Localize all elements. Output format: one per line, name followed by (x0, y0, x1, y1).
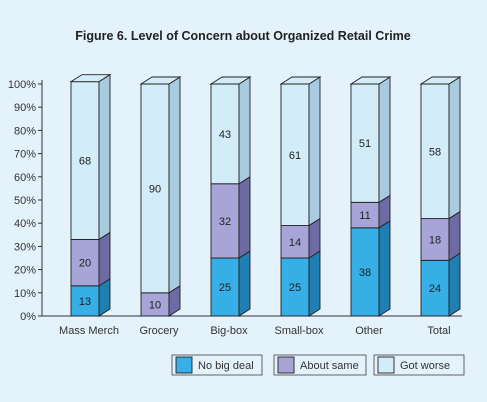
bar-side-got-worse (448, 76, 461, 220)
legend-item-frame (171, 354, 263, 376)
bar-side-got-worse (308, 76, 321, 227)
bar-segment-got-worse (420, 83, 450, 220)
x-tick-label: Mass Merch (59, 325, 119, 337)
data-label: 24 (429, 283, 441, 295)
bar-top-face (69, 74, 112, 83)
bar-small-box (279, 76, 322, 317)
bar-side-about-same (448, 210, 461, 262)
data-label: 14 (289, 237, 301, 249)
data-label: 38 (359, 267, 371, 279)
data-label: 25 (219, 282, 231, 294)
bar-other (349, 76, 392, 317)
data-label: 11 (359, 210, 370, 222)
bar-side-no-big-deal (378, 220, 391, 317)
x-tick-label: Small-box (275, 325, 324, 337)
legend-item-about-same: About same (273, 354, 367, 376)
data-label: 61 (289, 150, 301, 162)
bar-side-no-big-deal (448, 252, 461, 317)
x-tick-label: Total (427, 325, 450, 337)
bar-top-face (279, 76, 322, 85)
bar-grocery (139, 76, 182, 317)
y-tick-label: 20% (14, 265, 36, 277)
x-tick-label: Grocery (139, 325, 179, 337)
bar-side-about-same (238, 175, 251, 259)
value-labels: 13 20 68 10 90 25 32 43 25 14 61 38 11 51 24 18 58 (79, 129, 441, 312)
x-tick-label: Big-box (210, 325, 248, 337)
data-label: 18 (429, 234, 441, 246)
y-tick-label: 0% (20, 311, 36, 323)
bar-segment-got-worse (350, 83, 380, 203)
bars (69, 73, 462, 317)
y-tick-label: 30% (14, 241, 36, 253)
bar-big-box (209, 76, 252, 317)
y-tick-label: 90% (14, 102, 36, 114)
legend-swatch (377, 356, 395, 374)
data-label: 68 (79, 156, 91, 168)
y-tick-label: 10% (14, 288, 36, 300)
data-label: 58 (429, 146, 441, 158)
x-tick-label: Other (355, 325, 383, 337)
legend-label: About same (300, 360, 359, 372)
y-tick-label: 100% (8, 79, 36, 91)
data-label: 13 (79, 296, 91, 308)
data-label: 32 (219, 216, 231, 228)
legend-swatch (175, 356, 193, 374)
bar-side-about-same (98, 231, 111, 287)
bar-segment-no-big-deal (350, 227, 380, 317)
legend: No big deal About same Got worse (171, 354, 465, 376)
data-label: 51 (359, 138, 371, 150)
data-label: 20 (79, 258, 91, 270)
y-tick-label: 70% (14, 149, 36, 161)
data-label: 90 (149, 183, 161, 195)
axes: 0% 10% 20% 30% 40% 50% 60% 70% 80% 90% 100% Mass Me… (8, 79, 462, 337)
bar-top-face (419, 76, 462, 85)
bar-segment-no-big-deal (210, 257, 240, 317)
bar-side-no-big-deal (308, 250, 321, 317)
bar-segment-got-worse (210, 83, 240, 185)
y-tick-label: 50% (14, 195, 36, 207)
y-tick-label: 60% (14, 172, 36, 184)
bar-segment-about-same (210, 183, 240, 259)
bar-side-got-worse (168, 76, 181, 294)
chart-title: Figure 6. Level of Concern about Organiz… (75, 29, 411, 43)
bar-total (419, 76, 462, 317)
legend-label: Got worse (400, 360, 450, 372)
legend-item-frame (373, 354, 465, 376)
data-label: 43 (219, 129, 231, 141)
bar-top-face (349, 76, 392, 85)
legend-item-got-worse: Got worse (373, 354, 465, 376)
bar-side-no-big-deal (238, 250, 251, 317)
legend-item-no-big-deal: No big deal (171, 354, 263, 376)
data-label: 10 (149, 299, 161, 311)
bar-side-got-worse (238, 76, 251, 185)
legend-label: No big deal (198, 360, 254, 372)
bar-segment-no-big-deal (420, 259, 450, 317)
legend-swatch (277, 356, 295, 374)
legend-item-frame (273, 354, 367, 376)
bar-top-face (139, 76, 182, 85)
bar-side-got-worse (378, 76, 391, 204)
data-label: 25 (289, 282, 301, 294)
bar-top-face (209, 76, 252, 85)
bar-mass-merch (69, 73, 112, 317)
y-tick-label: 80% (14, 125, 36, 137)
bar-side-got-worse (98, 73, 111, 241)
y-tick-label: 40% (14, 218, 36, 230)
